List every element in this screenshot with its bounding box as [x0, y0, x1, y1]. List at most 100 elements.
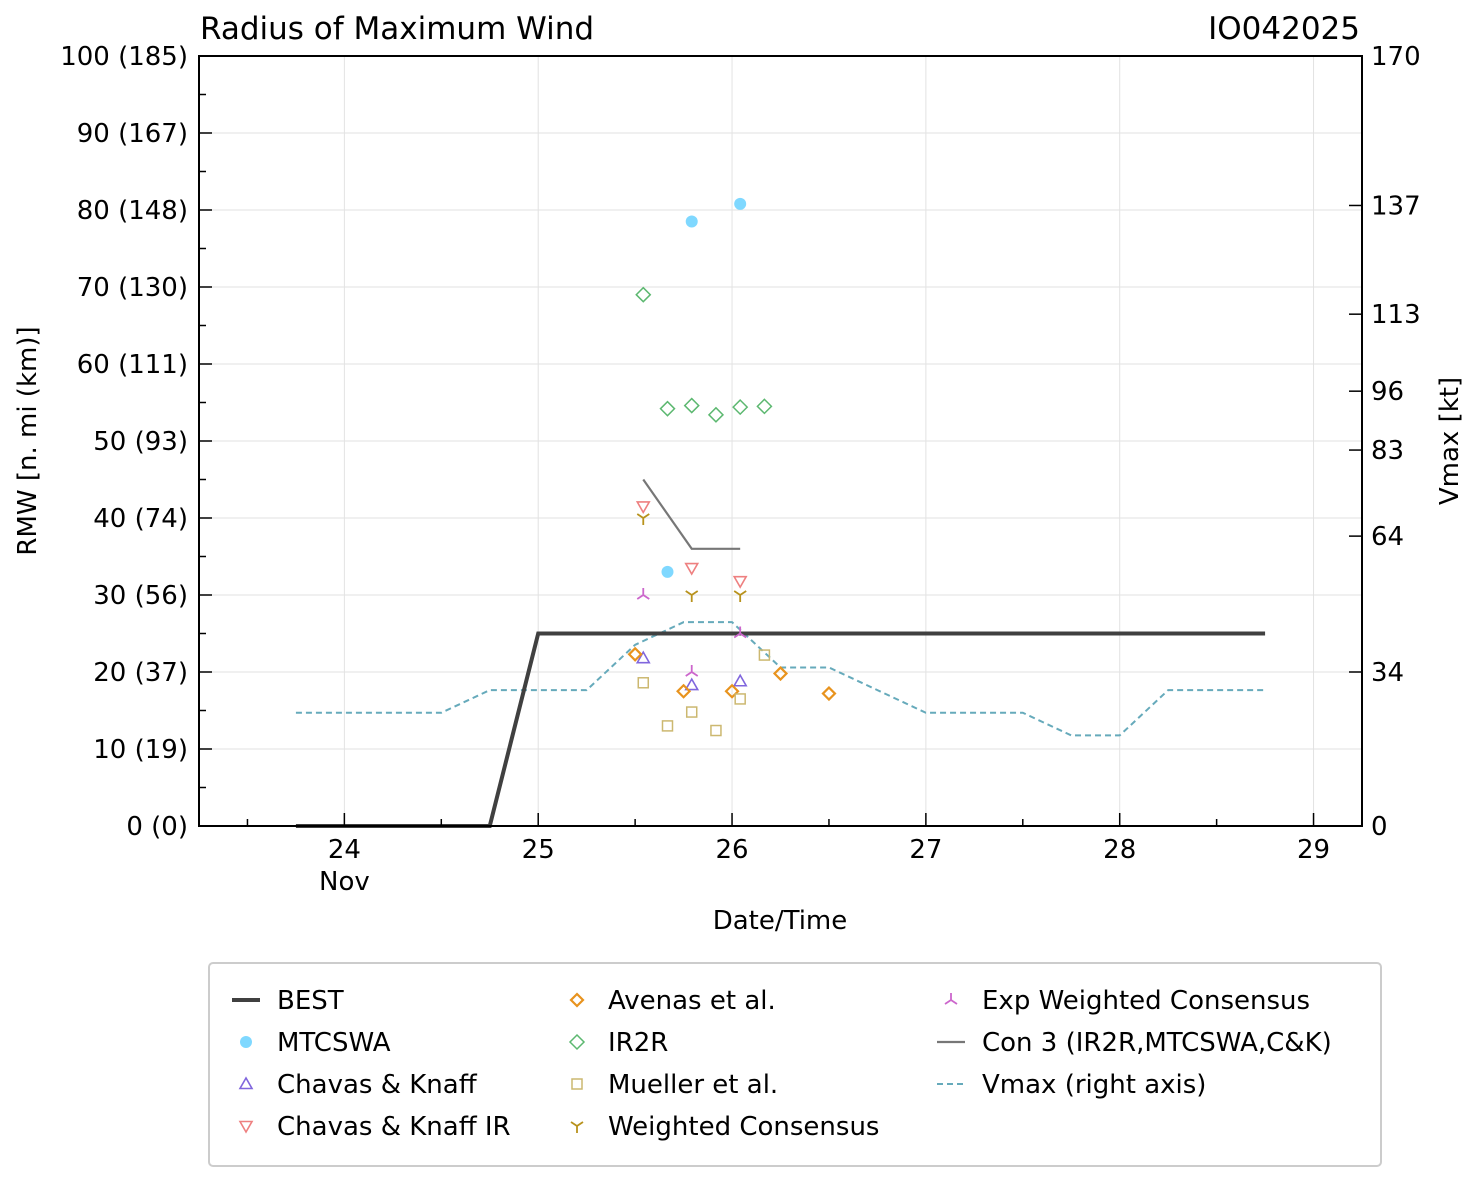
series-chavas-knaff — [635, 650, 748, 691]
legend-item-weighted-consensus: Weighted Consensus — [570, 1112, 879, 1142]
x-tick-label: 29 — [1297, 835, 1330, 865]
y-tick-label: 20 (37) — [93, 658, 188, 688]
y-tick-label: 90 (167) — [77, 119, 188, 149]
y-tick-label: 60 (111) — [77, 350, 188, 380]
point-exp-weighted-consensus — [733, 626, 747, 639]
point-ir2r — [683, 397, 700, 414]
series-weighted-consensus — [636, 513, 747, 602]
x-tick-label: 25 — [522, 835, 555, 865]
point-mtcswa — [685, 215, 698, 228]
point-ir2r — [732, 399, 749, 416]
legend-swatch — [568, 1033, 586, 1051]
legend-item-exp-weighted-consensus: Exp Weighted Consensus — [944, 986, 1310, 1016]
point-avenas-et-al — [724, 683, 740, 699]
y-tick-label: 30 (56) — [93, 581, 188, 611]
y2-tick-label: 137 — [1371, 191, 1421, 221]
legend-label: Con 3 (IR2R,MTCSWA,C&K) — [982, 1028, 1332, 1058]
legend-item-chavas-knaff-ir: Chavas & Knaff IR — [238, 1112, 511, 1142]
point-exp-weighted-consensus — [685, 665, 699, 677]
point-avenas-et-al — [627, 646, 643, 662]
point-mueller-et-al — [685, 706, 698, 718]
y-tick-label: 50 (93) — [93, 427, 188, 457]
point-mueller-et-al — [758, 649, 771, 661]
legend-item-chavas-knaff: Chavas & Knaff — [238, 1070, 478, 1100]
legend-item-mtcswa: MTCSWA — [240, 1028, 391, 1058]
y2-tick-label: 83 — [1371, 436, 1404, 466]
point-chavas-knaff-ir — [635, 501, 651, 515]
point-avenas-et-al — [821, 686, 837, 702]
y2-tick-label: 0 — [1371, 812, 1388, 842]
y-tick-label: 0 (0) — [126, 812, 188, 842]
legend-label: Chavas & Knaff IR — [277, 1112, 511, 1142]
y2-tick-label: 34 — [1371, 658, 1404, 688]
point-ir2r — [707, 406, 725, 423]
series-avenas-et-al — [627, 646, 837, 702]
y2-tick-label: 113 — [1371, 300, 1421, 330]
point-mueller-et-al — [637, 677, 650, 689]
point-ir2r — [659, 400, 676, 417]
point-exp-weighted-consensus — [636, 588, 650, 600]
y-axis-label: RMW [n. mi (km)] — [13, 326, 43, 555]
series-layer — [295, 197, 1266, 828]
x-tick-label: 28 — [1103, 835, 1136, 865]
y2-tick-label: 96 — [1371, 377, 1404, 407]
legend-label: Exp Weighted Consensus — [982, 986, 1310, 1016]
legend-item-best: BEST — [232, 986, 344, 1016]
point-mueller-et-al — [734, 693, 746, 705]
legend-swatch — [571, 1078, 583, 1090]
legend-label: MTCSWA — [277, 1028, 391, 1058]
y2-axis-label: Vmax [kt] — [1435, 377, 1465, 505]
y-tick-label: 10 (19) — [93, 735, 188, 765]
y-tick-label: 70 (130) — [77, 273, 188, 303]
legend-swatch — [569, 992, 585, 1008]
legend-item-vmax-right-axis: Vmax (right axis) — [937, 1070, 1206, 1100]
grid-lines — [199, 55, 1362, 827]
point-chavas-knaff — [732, 673, 748, 687]
point-chavas-knaff — [684, 677, 700, 691]
series-chavas-knaff-ir — [635, 501, 748, 589]
legend-swatch — [570, 1121, 584, 1133]
y-tick-label: 40 (74) — [93, 504, 188, 534]
point-chavas-knaff-ir — [732, 575, 748, 589]
legend-box — [208, 962, 1382, 1167]
legend-swatch — [944, 993, 958, 1005]
point-avenas-et-al — [676, 683, 692, 699]
point-weighted-consensus — [733, 590, 747, 602]
storm-id: IO042025 — [1208, 11, 1360, 47]
point-weighted-consensus — [685, 590, 699, 602]
legend-swatch — [240, 1036, 252, 1048]
point-mueller-et-al — [710, 724, 722, 737]
legend-swatch — [238, 1076, 254, 1090]
legend-label: Weighted Consensus — [608, 1112, 879, 1142]
legend-item-avenas-et-al: Avenas et al. — [569, 986, 776, 1016]
series-mtcswa — [661, 197, 747, 578]
series-con-3-ir2r-mtcswa-c-k — [642, 478, 741, 550]
point-ir2r — [756, 398, 773, 415]
y-tick-label: 100 (185) — [60, 42, 188, 72]
series-exp-weighted-consensus — [636, 588, 747, 677]
point-mtcswa — [661, 565, 674, 578]
legend-label: Mueller et al. — [608, 1070, 778, 1100]
legend-label: Vmax (right axis) — [982, 1070, 1206, 1100]
legend-label: Chavas & Knaff — [277, 1070, 478, 1100]
point-mtcswa — [734, 197, 747, 210]
plot-frame — [198, 55, 1363, 827]
legend-label: Avenas et al. — [608, 986, 776, 1016]
x-tick-sublabel: Nov — [319, 867, 370, 897]
legend-label: IR2R — [608, 1028, 668, 1058]
point-weighted-consensus — [636, 513, 650, 525]
point-ir2r — [635, 286, 652, 303]
legend-swatch — [238, 1120, 254, 1134]
x-tick-label: 26 — [715, 835, 748, 865]
point-mueller-et-al — [661, 720, 674, 732]
point-avenas-et-al — [772, 665, 789, 682]
x-axis-label: Date/Time — [713, 906, 848, 936]
series-ir2r — [635, 286, 773, 423]
point-chavas-knaff — [635, 650, 651, 664]
x-tick-label: 24 — [328, 835, 361, 865]
legend-item-con-3-ir2r-mtcswa-c-k: Con 3 (IR2R,MTCSWA,C&K) — [937, 1028, 1332, 1058]
y2-tick-label: 170 — [1371, 42, 1421, 72]
y-tick-label: 80 (148) — [77, 196, 188, 226]
